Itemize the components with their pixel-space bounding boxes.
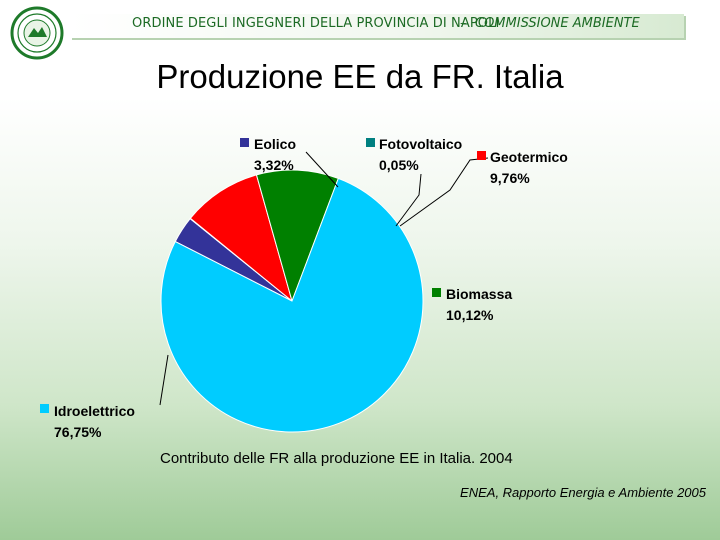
leader-line-eolico — [305, 151, 339, 188]
legend-label-biomassa: Biomassa — [446, 286, 512, 302]
data-label-geotermico: 9,76% — [490, 170, 530, 186]
leader-line-fotovoltaico — [395, 173, 422, 227]
legend-label-idroelettrico: Idroelettrico — [54, 403, 135, 419]
legend-swatch-eolico — [240, 138, 249, 147]
data-label-eolico: 3,32% — [254, 157, 294, 173]
legend-swatch-fotovoltaico — [366, 138, 375, 147]
legend-swatch-idroelettrico — [40, 404, 49, 413]
legend-swatch-biomassa — [432, 288, 441, 297]
pie-slice-biomassa — [255, 169, 339, 303]
data-label-biomassa: 10,12% — [446, 307, 494, 323]
page-title: Produzione EE da FR. Italia — [156, 58, 564, 95]
legend-label-fotovoltaico: Fotovoltaico — [379, 136, 462, 152]
header-commission: COMMISSIONE AMBIENTE — [475, 16, 640, 31]
header-band — [70, 14, 684, 38]
legend-label-geotermico: Geotermico — [490, 149, 568, 165]
leader-line-idroelettrico — [159, 354, 169, 406]
chart-caption: Contributo delle FR alla produzione EE i… — [160, 450, 513, 467]
pie-slice-idroelettrico — [160, 177, 424, 433]
data-label-fotovoltaico: 0,05% — [379, 157, 419, 173]
pie-slice-geotermico — [189, 174, 293, 303]
data-label-idroelettrico: 76,75% — [54, 424, 102, 440]
logo-icon — [10, 6, 64, 60]
legend-swatch-geotermico — [477, 151, 486, 160]
header-separator: – — [460, 16, 467, 31]
header-organization: ORDINE DEGLI INGEGNERI DELLA PROVINCIA D… — [132, 16, 500, 31]
legend-label-eolico: Eolico — [254, 136, 296, 152]
source-note: ENEA, Rapporto Energia e Ambiente 2005 — [460, 485, 706, 500]
